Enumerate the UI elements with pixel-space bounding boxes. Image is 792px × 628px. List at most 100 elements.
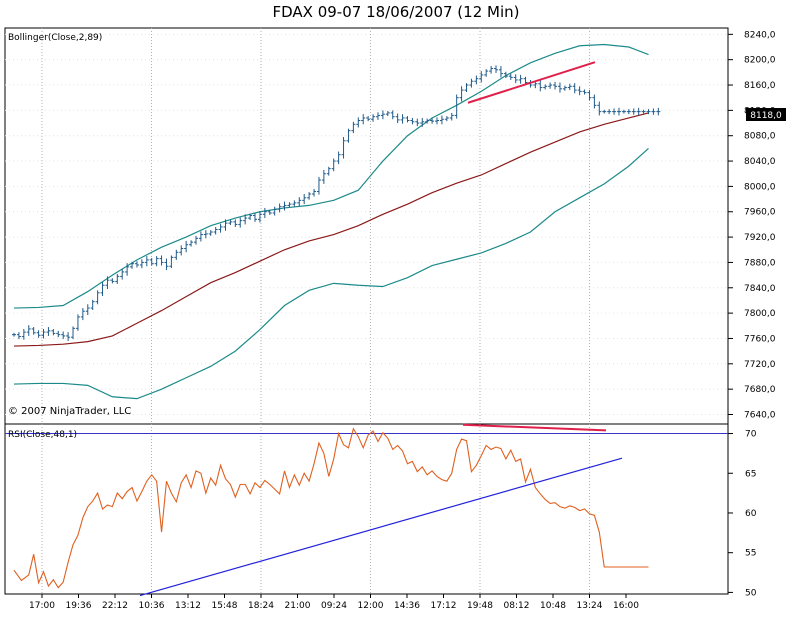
price-bar xyxy=(503,71,508,79)
x-tick-label: 17:00 xyxy=(29,601,55,611)
price-bar xyxy=(464,83,469,92)
price-bar xyxy=(651,108,656,115)
price-bar xyxy=(243,214,248,225)
price-bar xyxy=(656,107,661,116)
last-price-marker: 8118,0 xyxy=(746,108,786,121)
price-bar xyxy=(567,83,572,91)
price-bar xyxy=(390,110,395,120)
price-bar xyxy=(508,73,513,80)
price-y-tick-label: 7720,0 xyxy=(744,360,776,370)
price-bar xyxy=(134,261,139,268)
price-bar xyxy=(405,116,410,123)
x-tick-label: 08:12 xyxy=(504,601,530,611)
price-bar xyxy=(100,282,105,297)
price-bar xyxy=(105,276,110,290)
price-bar xyxy=(444,116,449,122)
price-bar xyxy=(523,76,528,85)
price-bar xyxy=(518,74,523,84)
price-bar xyxy=(636,107,641,116)
price-bar xyxy=(592,94,597,109)
price-bar xyxy=(16,332,21,340)
rsi-y-tick-label: 55 xyxy=(745,549,756,559)
last-price-label: 8118,0 xyxy=(750,111,782,121)
price-bar xyxy=(257,211,262,223)
price-y-tick-label: 7760,0 xyxy=(744,334,776,344)
price-bar xyxy=(498,66,503,78)
price-bar xyxy=(538,79,543,92)
price-bar xyxy=(179,245,184,256)
x-tick-label: 12:00 xyxy=(358,601,384,611)
price-bar xyxy=(307,192,312,200)
chart-title: FDAX 09-07 18/06/2007 (12 Min) xyxy=(272,3,520,21)
price-y-tick-label: 7840,0 xyxy=(744,284,776,294)
price-y-tick-label: 8000,0 xyxy=(744,182,776,192)
annotation-layer xyxy=(139,61,623,597)
price-y-tick-label: 7880,0 xyxy=(744,258,776,268)
price-bar xyxy=(395,113,400,124)
price-bar xyxy=(66,332,71,341)
price-bar xyxy=(557,82,562,93)
price-bar xyxy=(292,200,297,207)
price-bar xyxy=(631,108,636,115)
price-bar xyxy=(410,117,415,125)
price-panel-frame xyxy=(4,27,729,425)
price-bar xyxy=(189,240,194,247)
price-bar xyxy=(621,109,626,114)
price-divergence-trendline xyxy=(467,61,596,104)
price-bar xyxy=(375,112,380,120)
price-bar xyxy=(233,219,238,227)
price-bar xyxy=(646,109,651,115)
price-y-tick-label: 7800,0 xyxy=(744,309,776,319)
price-bar xyxy=(351,121,356,134)
price-bar xyxy=(61,331,66,340)
x-tick-label: 16:00 xyxy=(613,601,639,611)
price-bar xyxy=(371,114,376,122)
price-bar xyxy=(115,273,120,284)
price-bar xyxy=(154,256,159,267)
rsi-y-tick-label: 50 xyxy=(745,588,757,598)
x-tick-label: 18:24 xyxy=(248,601,274,611)
lower-band-line xyxy=(13,147,649,400)
price-bar xyxy=(36,330,41,338)
price-bar xyxy=(484,69,489,77)
price-y-tick-label: 7640,0 xyxy=(744,410,776,420)
price-bar xyxy=(149,257,154,266)
price-bar xyxy=(12,332,16,337)
price-bar xyxy=(282,201,287,211)
x-tick-label: 09:24 xyxy=(321,601,347,611)
price-bar xyxy=(174,249,179,260)
price-bar xyxy=(193,235,198,245)
price-bar xyxy=(223,219,228,231)
price-bar xyxy=(51,328,56,336)
price-y-tick-label: 8200,0 xyxy=(744,56,776,66)
price-bar xyxy=(425,118,430,124)
price-bar xyxy=(321,169,326,184)
price-bar xyxy=(71,326,76,340)
price-bar xyxy=(90,299,95,310)
rsi-y-tick-label: 60 xyxy=(745,509,757,519)
x-tick-label: 17:12 xyxy=(431,601,457,611)
price-bar xyxy=(562,85,567,91)
price-bar xyxy=(125,263,130,276)
price-bar xyxy=(164,258,169,271)
price-bar xyxy=(341,136,346,159)
x-tick-label: 19:48 xyxy=(467,601,493,611)
price-bar xyxy=(641,109,646,114)
price-bar xyxy=(41,328,46,339)
price-y-tick-label: 7960,0 xyxy=(744,208,776,218)
x-tick-label: 10:48 xyxy=(540,601,566,611)
rsi-support-trendline xyxy=(139,457,623,597)
price-bar xyxy=(218,223,223,233)
price-bar xyxy=(144,256,149,267)
price-y-tick-label: 8080,0 xyxy=(744,132,776,142)
price-bar xyxy=(272,206,277,216)
price-bar xyxy=(326,166,331,176)
price-bar xyxy=(267,209,272,215)
price-bar xyxy=(184,240,189,253)
x-tick-label: 10:36 xyxy=(139,601,165,611)
price-bar xyxy=(110,278,115,284)
price-bar xyxy=(577,86,582,96)
price-y-tick-label: 8240,0 xyxy=(744,30,776,40)
price-bar xyxy=(159,255,164,266)
